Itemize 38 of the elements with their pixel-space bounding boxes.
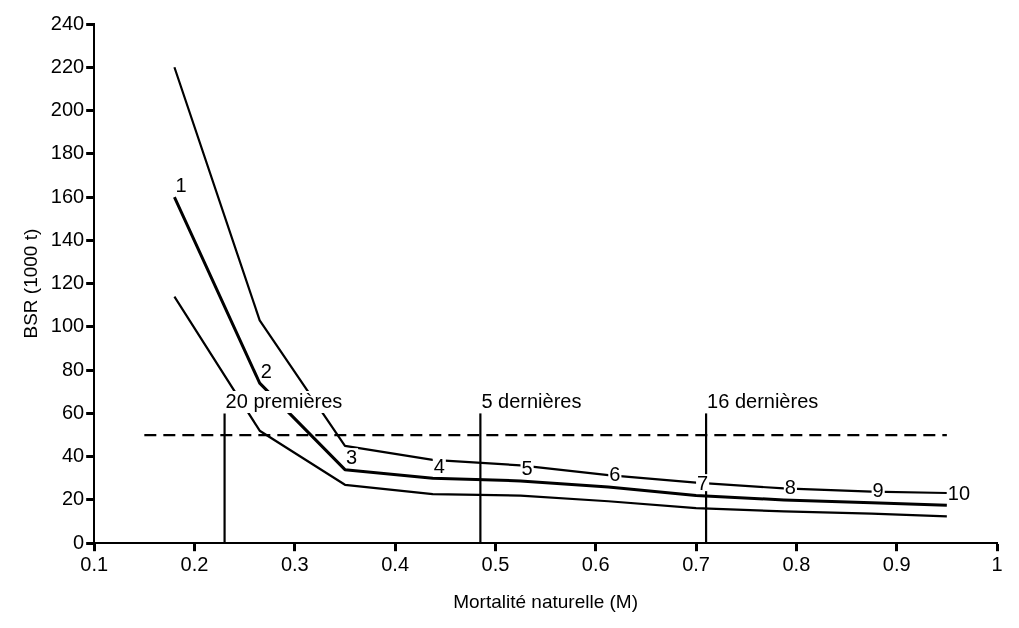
annotation: 4 [433, 454, 445, 477]
annotation: 16 dernières [707, 389, 819, 412]
x-tick-label: 0.2 [180, 552, 209, 575]
y-tick-label: 60 [61, 400, 85, 423]
y-tick-label: 240 [50, 11, 85, 34]
x-tick-label: 0.8 [782, 552, 811, 575]
y-tick-label: 40 [61, 444, 85, 467]
y-tick-label: 220 [50, 54, 85, 77]
y-tick-label: 160 [50, 184, 85, 207]
y-tick-label: 200 [50, 98, 85, 121]
x-tick-label: 0.5 [481, 552, 510, 575]
annotation: 3 [345, 446, 358, 469]
annotation: 5 [521, 457, 533, 480]
x-tick-label: 0.7 [682, 552, 710, 575]
x-tick-label: 1 [991, 552, 1003, 575]
y-axis-title: BSR (1000 t) [19, 228, 41, 339]
annotation: 1 [175, 173, 187, 196]
x-tick-label: 0.6 [581, 552, 610, 575]
annotation: 8 [784, 476, 796, 499]
annotation: 10 [947, 481, 971, 504]
y-tick-label: 100 [50, 314, 85, 337]
x-tick-label: 0.4 [381, 552, 410, 575]
y-tick-label: 80 [61, 357, 85, 380]
annotation: 20 premières [225, 389, 343, 412]
annotation: 2 [260, 359, 272, 382]
y-tick-label: 140 [50, 227, 85, 250]
y-tick-label: 0 [73, 530, 85, 553]
x-axis-title: Mortalité naturelle (M) [453, 590, 638, 612]
annotation: 9 [872, 479, 884, 502]
x-tick-label: 0.9 [882, 552, 911, 575]
y-tick-label: 20 [61, 487, 85, 510]
x-tick-label: 0.1 [80, 552, 109, 575]
annotation: 7 [697, 472, 709, 495]
y-tick-label: 180 [50, 141, 85, 164]
annotation: 6 [609, 463, 621, 486]
y-tick-label: 120 [50, 271, 85, 294]
x-tick-label: 0.3 [280, 552, 309, 575]
annotation: 5 dernières [481, 389, 582, 412]
